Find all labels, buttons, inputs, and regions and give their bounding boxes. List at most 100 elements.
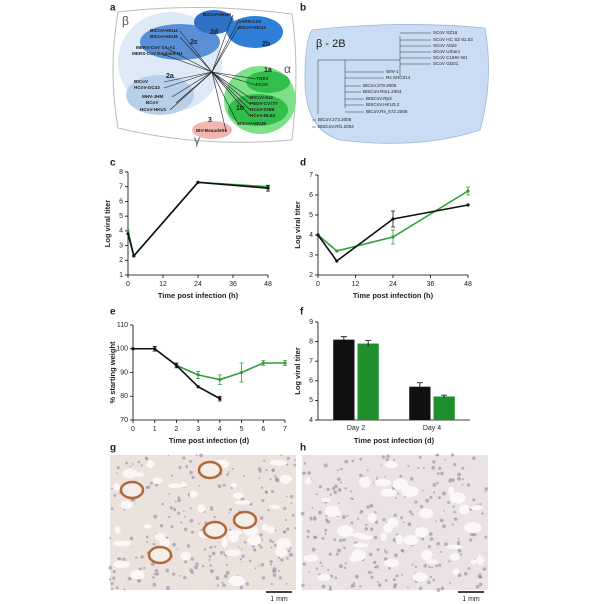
strain-label: SCoV HC SZ 61.03 <box>433 37 473 42</box>
clade-1b <box>228 94 288 126</box>
cell <box>461 466 465 470</box>
y-tick-label: 100 <box>116 346 128 353</box>
cell <box>172 572 176 576</box>
cell <box>324 528 328 532</box>
y-axis-label: Log viral titer <box>293 347 302 395</box>
cell <box>177 511 181 515</box>
cell <box>477 574 482 579</box>
cell <box>209 505 213 509</box>
cell <box>165 586 170 591</box>
cell <box>138 567 142 571</box>
tree-branch <box>169 71 213 111</box>
alveolus <box>126 468 133 477</box>
cell <box>169 506 174 510</box>
cell <box>185 464 188 467</box>
cell <box>314 536 318 539</box>
tree-branch <box>211 71 239 125</box>
cell <box>479 572 482 575</box>
strain-label: BtSCoV.Rf1.2004 <box>318 124 354 129</box>
cell <box>143 566 146 570</box>
cell <box>461 483 464 486</box>
panel-label: e <box>110 307 116 318</box>
cell <box>264 490 269 494</box>
cell <box>392 458 396 462</box>
error-bar <box>416 382 423 391</box>
cell <box>242 474 245 477</box>
cell <box>356 517 360 521</box>
cell <box>167 515 171 519</box>
x-tick-label: 2 <box>174 426 178 433</box>
data-point <box>218 397 222 401</box>
x-tick-label: 12 <box>352 281 360 288</box>
strain-label: BtCoV-HKU4 <box>150 28 178 33</box>
x-tick-label: 24 <box>194 281 202 288</box>
cell <box>189 470 193 475</box>
cell <box>221 581 224 584</box>
cell <box>289 547 292 550</box>
strain-label: BtCoV-HKU3 <box>238 25 266 30</box>
series-line <box>127 181 269 258</box>
cell <box>419 504 424 509</box>
cell <box>364 527 369 531</box>
cell <box>444 542 448 547</box>
cell <box>226 473 229 476</box>
cell <box>307 570 310 573</box>
alveolus <box>395 534 404 545</box>
cell <box>269 478 272 481</box>
alveolus <box>359 476 371 488</box>
cell <box>470 532 474 537</box>
cell <box>110 507 114 510</box>
clade-label: 2d <box>210 29 218 36</box>
cell <box>375 564 379 569</box>
strain-label: BtCoV-HKU9 <box>203 12 231 17</box>
bar <box>357 343 379 420</box>
cell <box>278 576 282 580</box>
cell <box>344 487 347 490</box>
cell <box>110 581 114 586</box>
y-tick-label: 1 <box>119 272 123 279</box>
alveolus <box>403 534 419 546</box>
strain-label: MERS-CoV SA-A1 <box>136 45 175 50</box>
cell <box>427 580 431 584</box>
data-point <box>218 378 222 382</box>
clade-1a <box>246 71 290 93</box>
strain-label: BtCoV-512 <box>250 95 273 100</box>
x-tick-label: 36 <box>229 281 237 288</box>
strain-label: BtCoV-HKU8 <box>238 121 266 126</box>
cell <box>457 540 461 544</box>
cell <box>442 509 445 512</box>
cell <box>395 574 399 578</box>
data-point <box>153 347 157 351</box>
alveolus <box>197 504 206 513</box>
cell <box>155 483 159 487</box>
tree-a <box>112 6 297 143</box>
cell <box>336 548 341 553</box>
strain-label: BtSCoV.Rm1.2004 <box>363 89 402 94</box>
cell <box>359 473 363 478</box>
cell <box>115 586 119 590</box>
y-tick-label: 2 <box>119 257 123 264</box>
cell <box>252 548 257 552</box>
clade-label: 1a <box>264 67 272 74</box>
cell <box>380 464 383 467</box>
strain-label: MERS-CoV England-N1 <box>132 51 183 56</box>
cell <box>432 482 437 487</box>
y-tick-label: 4 <box>309 232 313 239</box>
cell <box>145 535 149 539</box>
x-tick-label: 48 <box>464 281 472 288</box>
cell <box>435 564 438 568</box>
cell <box>431 465 436 470</box>
strain-label: WIV-1 <box>386 69 399 74</box>
strain-label: HCoV-HKU1 <box>140 107 167 112</box>
cell <box>239 585 244 590</box>
cell <box>323 463 328 468</box>
strain-label: SARS-CoV <box>238 19 262 24</box>
cell <box>344 459 349 464</box>
cell <box>216 584 220 587</box>
x-tick-label: 4 <box>218 426 222 433</box>
cell <box>324 518 329 522</box>
cell <box>258 564 260 567</box>
panel-label: c <box>110 158 116 169</box>
alveolus <box>162 538 170 547</box>
x-tick-label: Day 4 <box>423 425 441 432</box>
